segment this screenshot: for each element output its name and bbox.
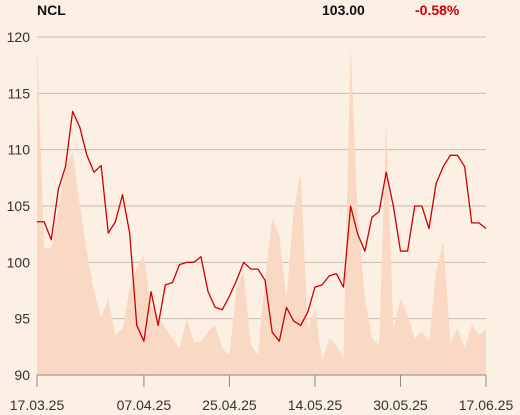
volume-area-group <box>37 42 486 375</box>
grid-lines <box>37 36 486 320</box>
price-change-percent: -0.58% <box>415 2 460 18</box>
price-line <box>37 110 487 342</box>
y-tick-label: 100 <box>7 254 31 270</box>
x-tick-label: 17.06.25 <box>459 397 514 413</box>
y-axis-tick-labels: 120 115 110 105 100 95 90 <box>7 29 31 383</box>
y-tick-label: 120 <box>7 29 31 45</box>
y-tick-label: 95 <box>14 311 30 327</box>
y-tick-label: 110 <box>8 142 31 158</box>
x-tick-label: 30.05.25 <box>373 397 428 413</box>
x-tick-label: 17.03.25 <box>10 397 65 413</box>
y-tick-label: 90 <box>14 367 30 383</box>
price-line-group <box>37 110 487 342</box>
ticker-symbol: NCL <box>37 2 66 18</box>
x-axis <box>36 374 487 387</box>
x-tick-label: 25.04.25 <box>202 397 257 413</box>
last-price: 103.00 <box>322 2 365 18</box>
x-tick-label: 07.04.25 <box>117 397 172 413</box>
y-tick-label: 115 <box>8 85 31 101</box>
y-tick-label: 105 <box>7 198 31 214</box>
volume-area <box>37 42 486 375</box>
x-axis-tick-labels: 17.03.25 07.04.25 25.04.25 14.05.25 30.05.25… <box>10 397 514 413</box>
x-tick-label: 14.05.25 <box>288 397 343 413</box>
